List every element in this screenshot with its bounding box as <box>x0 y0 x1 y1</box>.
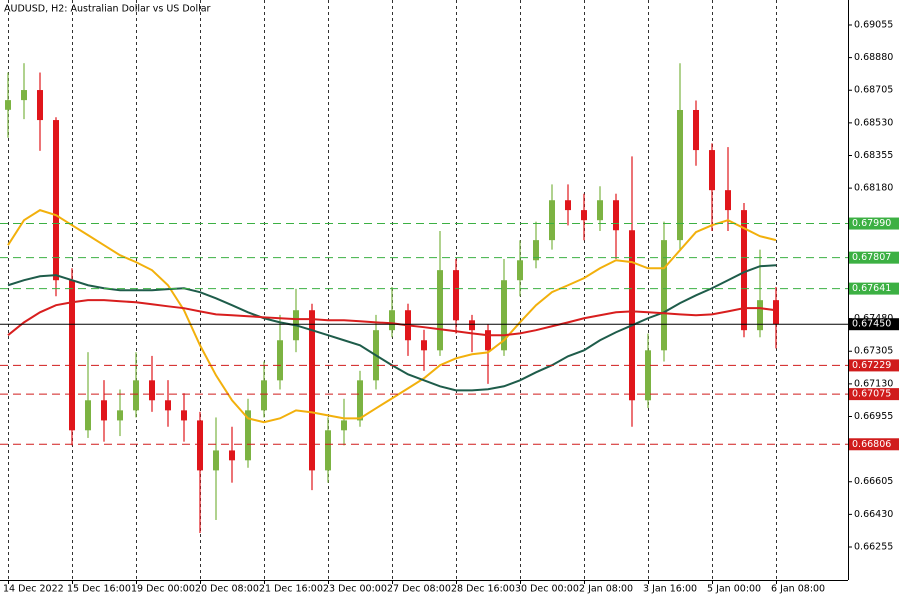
candle-body <box>645 350 651 401</box>
y-tick-label: 0.68530 <box>854 117 893 128</box>
candle-body <box>549 200 555 241</box>
candle-body <box>245 410 251 461</box>
candle-body <box>277 340 283 381</box>
candle-body <box>629 230 635 401</box>
level-label-box <box>849 282 899 295</box>
x-tick-label: 14 Dec 2022 <box>3 584 64 595</box>
x-tick-label: 21 Dec 16:00 <box>259 584 323 595</box>
x-tick-label: 28 Dec 16:00 <box>451 584 515 595</box>
y-tick-label: 0.67130 <box>854 378 893 389</box>
candle-body <box>693 109 699 151</box>
x-tick-label: 5 Jan 00:00 <box>707 584 761 595</box>
x-tick-label: 27 Dec 08:00 <box>387 584 451 595</box>
x-tick-label: 6 Jan 08:00 <box>771 584 825 595</box>
y-tick-label: 0.68180 <box>854 183 893 194</box>
level-label-box <box>849 318 899 331</box>
candle-body <box>325 430 331 471</box>
level-label: 0.67229 <box>852 360 891 371</box>
candle-body <box>613 200 619 231</box>
candle-body <box>165 400 171 411</box>
candle-body <box>725 190 731 211</box>
candle-body <box>757 300 763 331</box>
x-tick-label: 30 Dec 00:00 <box>515 584 579 595</box>
candle-body <box>661 240 667 351</box>
candle-body <box>501 280 507 351</box>
candle-body <box>773 300 779 325</box>
moving-average-line <box>7 299 777 337</box>
candle-body <box>581 210 587 221</box>
candle-body <box>5 100 11 110</box>
level-label: 0.67450 <box>852 319 891 330</box>
candle-body <box>389 310 395 331</box>
level-label-box <box>849 217 899 230</box>
candle-body <box>533 240 539 261</box>
x-tick-label: 3 Jan 16:00 <box>643 584 697 595</box>
level-label-box <box>849 251 899 264</box>
candle-body <box>357 380 363 421</box>
x-tick-label: 15 Dec 16:00 <box>67 584 131 595</box>
candle-body <box>213 450 219 471</box>
candle-body <box>181 410 187 421</box>
candle-body <box>197 420 203 471</box>
y-tick-label: 0.69055 <box>854 19 893 30</box>
candle-body <box>453 270 459 321</box>
level-label: 0.67807 <box>852 252 891 263</box>
candle-body <box>421 340 427 351</box>
level-label: 0.67075 <box>852 389 891 400</box>
level-label-box <box>849 359 899 372</box>
candle-body <box>53 120 59 281</box>
level-label-box <box>849 388 899 401</box>
y-tick-label: 0.67305 <box>854 346 893 357</box>
candle-body <box>469 320 475 331</box>
x-tick-label: 23 Dec 00:00 <box>323 584 387 595</box>
candle-body <box>149 380 155 401</box>
candle-body <box>709 150 715 191</box>
candle-body <box>597 200 603 221</box>
candle-body <box>309 310 315 471</box>
y-tick-label: 0.66430 <box>854 509 893 520</box>
chart-title: AUDUSD, H2: Australian Dollar vs US Doll… <box>4 4 211 15</box>
candle-body <box>341 420 347 431</box>
moving-average-line <box>7 209 777 424</box>
y-tick-label: 0.66255 <box>854 542 893 553</box>
x-tick-label: 19 Dec 00:00 <box>131 584 195 595</box>
level-label-box <box>849 438 899 451</box>
candle-body <box>117 410 123 421</box>
candle-body <box>437 270 443 351</box>
y-tick-label: 0.68705 <box>854 85 893 96</box>
candle-body <box>485 330 491 351</box>
candle-body <box>229 450 235 461</box>
level-label: 0.67990 <box>852 218 891 229</box>
candle-body <box>565 200 571 211</box>
level-label: 0.66806 <box>852 439 891 450</box>
candle-body <box>101 400 107 421</box>
x-tick-label: 2 Jan 08:00 <box>579 584 633 595</box>
candle-body <box>21 90 27 101</box>
x-tick-label: 20 Dec 08:00 <box>195 584 259 595</box>
candle-body <box>37 90 43 121</box>
y-tick-label: 0.68355 <box>854 150 893 161</box>
level-label: 0.67641 <box>852 283 891 294</box>
y-tick-label: 0.66605 <box>854 476 893 487</box>
candle-body <box>517 260 523 281</box>
y-tick-label: 0.66955 <box>854 411 893 422</box>
candle-body <box>85 400 91 431</box>
candle-body <box>677 109 683 241</box>
candle-body <box>741 210 747 331</box>
candle-body <box>133 380 139 411</box>
candle-body <box>69 280 75 431</box>
candle-body <box>261 380 267 411</box>
y-tick-label: 0.68880 <box>854 52 893 63</box>
